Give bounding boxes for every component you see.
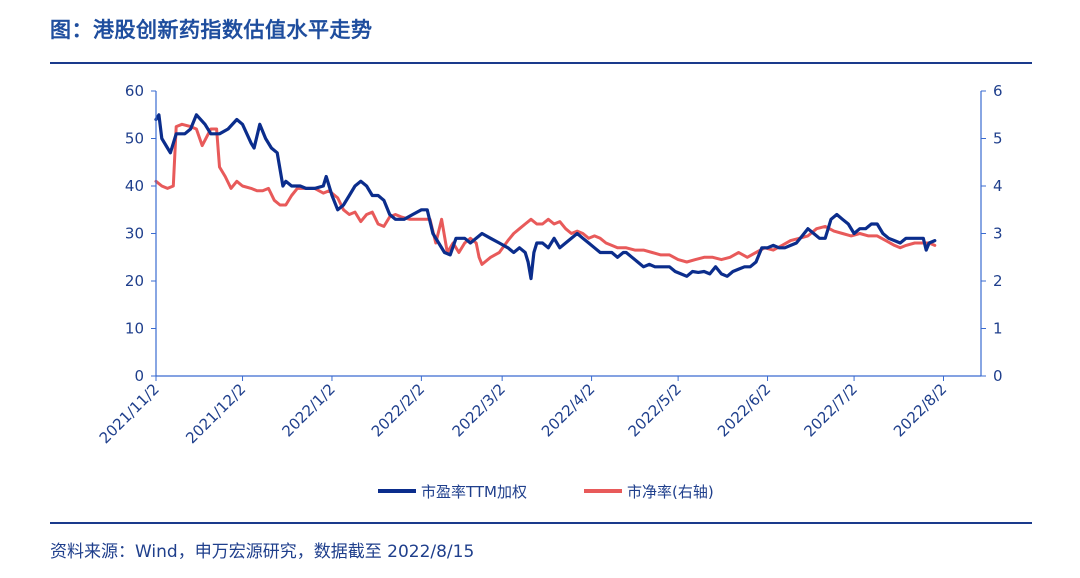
x-tick-labels: 2021/11/2 2021/12/2 2022/1/2 2022/2/2 2022/3… bbox=[96, 376, 950, 447]
left-tick-label: 50 bbox=[125, 130, 144, 148]
legend-pe-label: 市盈率TTM加权 bbox=[421, 483, 527, 501]
left-tick-label: 60 bbox=[125, 82, 144, 100]
left-tick-label: 30 bbox=[125, 225, 144, 243]
page-title: 图：港股创新药指数估值水平走势 bbox=[50, 18, 373, 42]
plot-lines bbox=[154, 113, 937, 281]
left-tick-label: 0 bbox=[134, 367, 144, 385]
right-tick-label: 4 bbox=[993, 177, 1003, 195]
right-tick-label: 1 bbox=[993, 320, 1003, 338]
source-note: 资料来源：Wind，申万宏源研究，数据截至 2022/8/15 bbox=[50, 542, 475, 562]
x-tick-label: 2022/5/2 bbox=[625, 380, 685, 440]
x-tick-label: 2022/4/2 bbox=[538, 380, 598, 440]
x-tick-label: 2021/12/2 bbox=[182, 380, 249, 447]
x-tick-label: 2022/6/2 bbox=[714, 380, 774, 440]
left-tick-label: 40 bbox=[125, 177, 144, 195]
left-tick-label: 20 bbox=[125, 272, 144, 290]
left-tick-label: 10 bbox=[125, 320, 144, 338]
x-tick-label: 2022/3/2 bbox=[449, 380, 509, 440]
right-tick-label: 5 bbox=[993, 130, 1003, 148]
x-tick-label: 2021/11/2 bbox=[96, 380, 163, 447]
right-tick-label: 3 bbox=[993, 225, 1003, 243]
bottom-divider bbox=[50, 522, 1032, 524]
series-line-pe bbox=[154, 113, 937, 281]
top-divider bbox=[50, 62, 1032, 64]
right-tick-label: 0 bbox=[993, 367, 1003, 385]
right-tick-label: 2 bbox=[993, 272, 1003, 290]
axes: 0 10 20 30 40 50 60 0 1 2 3 4 5 6 bbox=[125, 82, 1003, 385]
right-tick-label: 6 bbox=[993, 82, 1003, 100]
x-tick-label: 2022/2/2 bbox=[368, 380, 428, 440]
legend: 市盈率TTM加权 市净率(右轴) bbox=[378, 483, 714, 501]
x-tick-label: 2022/8/2 bbox=[890, 380, 950, 440]
legend-pb-label: 市净率(右轴) bbox=[627, 483, 714, 501]
x-tick-label: 2022/7/2 bbox=[801, 380, 861, 440]
x-tick-label: 2022/1/2 bbox=[278, 380, 338, 440]
